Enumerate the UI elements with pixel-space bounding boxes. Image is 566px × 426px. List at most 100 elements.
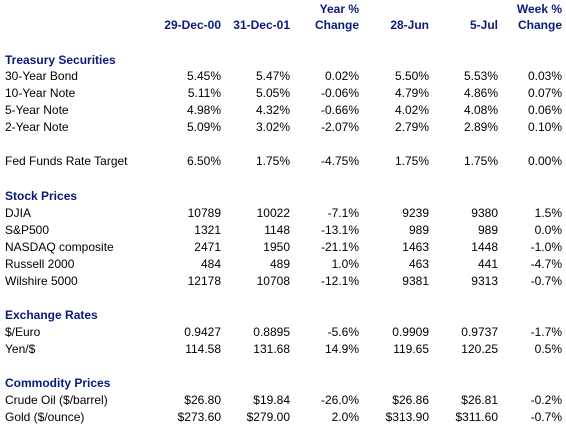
table-row: Wilshire 5000 12178 10708 -12.1% 9381 93… bbox=[0, 273, 566, 290]
value-28-jun: 463 bbox=[408, 257, 429, 271]
value-29-dec-00: 5.45% bbox=[186, 69, 221, 83]
value-29-dec-00: $273.60 bbox=[177, 410, 221, 424]
row-label: Russell 2000 bbox=[5, 257, 75, 271]
value-5-jul: 5.53% bbox=[463, 69, 498, 83]
value-year-change: -4.75% bbox=[320, 154, 359, 168]
value-28-jun: 119.65 bbox=[393, 342, 429, 356]
section-title-exchange: Exchange Rates bbox=[0, 307, 566, 324]
row-label: 5-Year Note bbox=[5, 103, 69, 117]
value-29-dec-00: 484 bbox=[200, 257, 221, 271]
value-28-jun: 1463 bbox=[402, 240, 429, 254]
table-row: Crude Oil ($/barrel) $26.80 $19.84 -26.0… bbox=[0, 392, 566, 409]
value-5-jul: 441 bbox=[477, 257, 498, 271]
value-31-dec-01: 131.68 bbox=[253, 342, 290, 356]
value-28-jun: 2.79% bbox=[394, 120, 429, 134]
value-31-dec-01: 3.02% bbox=[255, 120, 290, 134]
value-year-change: 0.02% bbox=[324, 69, 359, 83]
col-header-28-jun: 28-Jun bbox=[390, 18, 429, 32]
section-title: Exchange Rates bbox=[5, 308, 98, 322]
value-week-change: 0.07% bbox=[527, 86, 562, 100]
week-change-header-line1: Week % bbox=[516, 2, 562, 16]
value-5-jul: 1448 bbox=[471, 240, 498, 254]
value-29-dec-00: $26.80 bbox=[184, 393, 221, 407]
row-label: $/Euro bbox=[5, 325, 41, 339]
value-5-jul: $26.81 bbox=[461, 393, 498, 407]
value-28-jun: 989 bbox=[408, 223, 429, 237]
row-label: Wilshire 5000 bbox=[5, 274, 78, 288]
col-header-5-jul: 5-Jul bbox=[469, 18, 498, 32]
row-label: NASDAQ composite bbox=[5, 240, 114, 254]
value-28-jun: 4.79% bbox=[394, 86, 429, 100]
value-year-change: -26.0% bbox=[320, 393, 359, 407]
value-year-change: 14.9% bbox=[324, 342, 359, 356]
row-label: 30-Year Bond bbox=[5, 69, 78, 83]
value-29-dec-00: 114.58 bbox=[185, 342, 221, 356]
header-row-1: Year % Week % bbox=[0, 1, 566, 18]
value-29-dec-00: 4.98% bbox=[186, 103, 221, 117]
value-week-change: 0.5% bbox=[534, 342, 562, 356]
value-31-dec-01: 10708 bbox=[256, 274, 290, 288]
value-31-dec-01: $19.84 bbox=[253, 393, 290, 407]
row-label: Crude Oil ($/barrel) bbox=[5, 393, 108, 407]
value-29-dec-00: 10789 bbox=[187, 206, 221, 220]
value-week-change: 0.06% bbox=[527, 103, 562, 117]
value-28-jun: $26.86 bbox=[392, 393, 429, 407]
value-29-dec-00: 6.50% bbox=[186, 154, 221, 168]
value-28-jun: 1.75% bbox=[394, 154, 429, 168]
value-year-change: -2.07% bbox=[320, 120, 359, 134]
value-28-jun: 5.50% bbox=[394, 69, 429, 83]
value-31-dec-01: 1148 bbox=[264, 223, 290, 237]
value-29-dec-00: 5.11% bbox=[187, 86, 221, 100]
table-row: 5-Year Note 4.98% 4.32% -0.66% 4.02% 4.0… bbox=[0, 102, 566, 119]
value-28-jun: $313.90 bbox=[385, 410, 429, 424]
table-row: $/Euro 0.9427 0.8895 -5.6% 0.9909 0.9737… bbox=[0, 324, 566, 341]
value-29-dec-00: 12178 bbox=[187, 274, 221, 288]
value-31-dec-01: 1.75% bbox=[255, 154, 290, 168]
value-5-jul: 9313 bbox=[471, 274, 498, 288]
section-title: Treasury Securities bbox=[5, 53, 116, 67]
section-title-treasury: Treasury Securities bbox=[0, 52, 566, 69]
value-5-jul: $311.60 bbox=[455, 410, 499, 424]
value-28-jun: 0.9909 bbox=[392, 325, 429, 339]
row-label: Fed Funds Rate Target bbox=[5, 154, 128, 168]
section-title: Commodity Prices bbox=[5, 376, 111, 390]
value-week-change: 0.03% bbox=[527, 69, 562, 83]
value-week-change: -0.7% bbox=[530, 410, 562, 424]
value-5-jul: 2.89% bbox=[463, 120, 498, 134]
table-row-fed-funds: Fed Funds Rate Target 6.50% 1.75% -4.75%… bbox=[0, 153, 566, 170]
value-year-change: -13.1% bbox=[320, 223, 359, 237]
value-week-change: 1.5% bbox=[534, 206, 562, 220]
value-29-dec-00: 0.9427 bbox=[184, 325, 221, 339]
section-title-stocks: Stock Prices bbox=[0, 188, 566, 205]
value-5-jul: 4.08% bbox=[463, 103, 498, 117]
value-week-change: 0.00% bbox=[527, 154, 562, 168]
value-5-jul: 120.25 bbox=[461, 342, 498, 356]
value-28-jun: 4.02% bbox=[394, 103, 429, 117]
col-header-29-dec-00: 29-Dec-00 bbox=[164, 18, 221, 32]
value-5-jul: 9380 bbox=[471, 206, 498, 220]
value-31-dec-01: 1950 bbox=[263, 240, 290, 254]
value-5-jul: 1.75% bbox=[463, 154, 498, 168]
value-week-change: 0.0% bbox=[534, 223, 562, 237]
row-label: DJIA bbox=[5, 206, 32, 220]
value-year-change: -0.06% bbox=[320, 86, 359, 100]
week-change-header-line2: Change bbox=[517, 18, 562, 32]
row-label: S&P500 bbox=[5, 223, 50, 237]
table-row: S&P500 1321 1148 -13.1% 989 989 0.0% bbox=[0, 222, 566, 239]
table-row: Russell 2000 484 489 1.0% 463 441 -4.7% bbox=[0, 256, 566, 273]
value-29-dec-00: 1321 bbox=[194, 223, 221, 237]
table-row: 10-Year Note 5.11% 5.05% -0.06% 4.79% 4.… bbox=[0, 85, 566, 102]
value-29-dec-00: 5.09% bbox=[186, 120, 221, 134]
header-row-2: 29-Dec-00 31-Dec-01 Change 28-Jun 5-Jul … bbox=[0, 17, 566, 34]
value-week-change: -1.7% bbox=[530, 325, 562, 339]
section-title-commodities: Commodity Prices bbox=[0, 375, 566, 392]
row-label: Gold ($/ounce) bbox=[5, 410, 85, 424]
value-31-dec-01: 5.05% bbox=[255, 86, 290, 100]
value-31-dec-01: $279.00 bbox=[246, 410, 290, 424]
value-5-jul: 989 bbox=[477, 223, 498, 237]
value-year-change: -21.1% bbox=[320, 240, 359, 254]
value-31-dec-01: 489 bbox=[269, 257, 290, 271]
value-28-jun: 9239 bbox=[402, 206, 429, 220]
value-week-change: -4.7% bbox=[530, 257, 562, 271]
